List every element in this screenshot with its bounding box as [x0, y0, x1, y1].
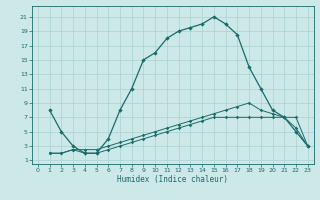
- X-axis label: Humidex (Indice chaleur): Humidex (Indice chaleur): [117, 175, 228, 184]
